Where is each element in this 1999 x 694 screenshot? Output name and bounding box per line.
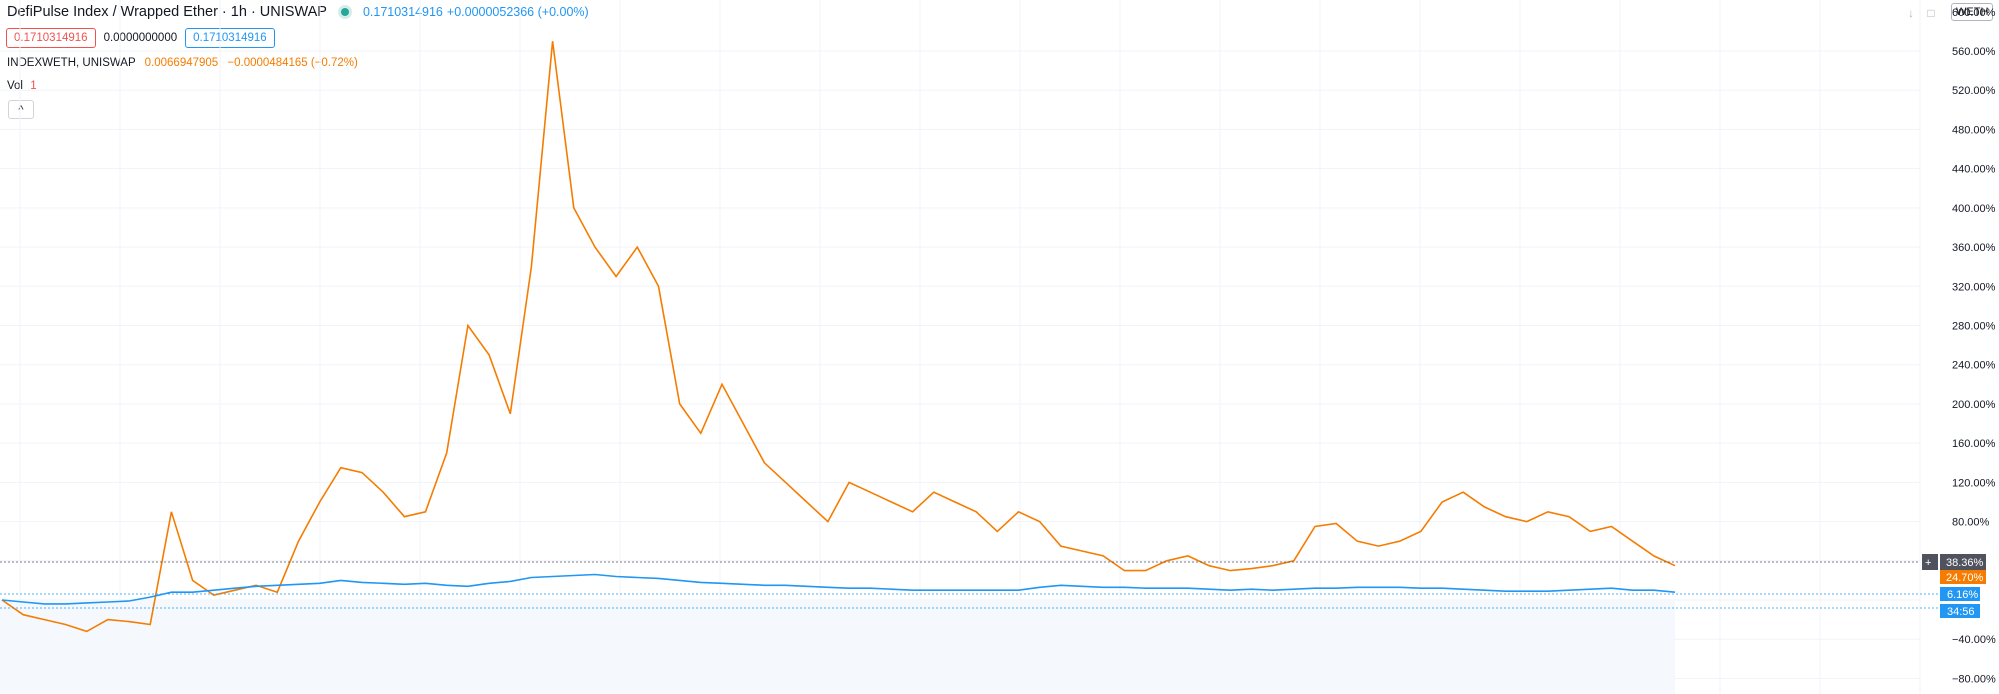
- compare-symbol: INDEXWETH, UNISWAP: [7, 57, 136, 69]
- volume-background: [0, 600, 1675, 694]
- axis-tick-label: 240.00%: [1952, 360, 1996, 372]
- plus-icon: +: [1925, 557, 1931, 569]
- bid-ask-row: 0.1710314916 0.0000000000 0.1710314916: [6, 28, 275, 48]
- axis-tick-label: 200.00%: [1952, 399, 1996, 411]
- compare-series-line: [1, 41, 1676, 633]
- axis-tick-label: 480.00%: [1952, 124, 1996, 136]
- compare-legend[interactable]: INDEXWETH, UNISWAP 0.0066947905 −0.00004…: [7, 57, 358, 69]
- collapse-legend-button[interactable]: ^: [8, 100, 34, 119]
- axis-tick-label: −40.00%: [1952, 634, 1996, 646]
- crosshair-value: 38.36%: [1946, 557, 1984, 569]
- axis-tick-label: 360.00%: [1952, 242, 1996, 254]
- buy-price-box[interactable]: 0.1710314916: [185, 28, 275, 48]
- axis-tick-label: 160.00%: [1952, 438, 1996, 450]
- axis-tick-label: 80.00%: [1952, 517, 1990, 529]
- volume-legend[interactable]: Vol 1: [7, 80, 37, 92]
- crosshair-tag: + 38.36%: [1922, 554, 1986, 570]
- axis-tick-label: 400.00%: [1952, 203, 1996, 215]
- last-price: 0.1710314916: [362, 5, 443, 19]
- market-status-icon: [340, 8, 349, 16]
- axis-tick-label: 560.00%: [1952, 46, 1996, 58]
- maximize-icon[interactable]: □: [1927, 6, 1935, 20]
- main-tag-value: 6.16%: [1947, 589, 1978, 601]
- main-tag: 6.16%: [1940, 587, 1980, 601]
- axis-tick-label: −80.00%: [1952, 673, 1996, 685]
- axis-tick-label: 440.00%: [1952, 164, 1996, 176]
- axis-tick-label: 320.00%: [1952, 281, 1996, 293]
- price-axis: 600.00% 560.00% 520.00% 480.00% 440.00% 400.0…: [1952, 7, 1996, 686]
- sell-price-box[interactable]: 0.1710314916: [6, 28, 96, 48]
- chart-controls: ↓ □: [1898, 6, 1935, 20]
- axis-tick-label: 120.00%: [1952, 477, 1996, 489]
- compare-value: 0.0066947905: [144, 57, 219, 69]
- volume-label: Vol: [7, 80, 23, 92]
- currency-label[interactable]: WETH: [1951, 3, 1994, 21]
- main-series-line: [1, 573, 1676, 605]
- axis-tick-label: 520.00%: [1952, 85, 1996, 97]
- countdown-value: 34:56: [1947, 606, 1975, 618]
- symbol-title[interactable]: DefiPulse Index / Wrapped Ether · 1h · U…: [7, 4, 327, 20]
- axis-tick-label: 280.00%: [1952, 321, 1996, 333]
- chevron-up-icon: ^: [18, 103, 24, 116]
- compare-tag: 24.70%: [1940, 570, 1986, 584]
- volume-area: [0, 600, 1675, 694]
- compare-tag-value: 24.70%: [1946, 572, 1984, 584]
- spread-value: 0.0000000000: [103, 32, 178, 44]
- countdown-tag: 34:56: [1940, 604, 1980, 618]
- arrow-down-icon[interactable]: ↓: [1908, 6, 1914, 20]
- chart-header: DefiPulse Index / Wrapped Ether · 1h · U…: [7, 4, 589, 20]
- compare-change: −0.0000484165 (−0.72%): [227, 57, 358, 69]
- axis-tick-label: 600.00%: [1952, 7, 1996, 19]
- price-change: +0.0000052366 (+0.00%): [446, 5, 589, 19]
- volume-value: 1: [30, 80, 37, 92]
